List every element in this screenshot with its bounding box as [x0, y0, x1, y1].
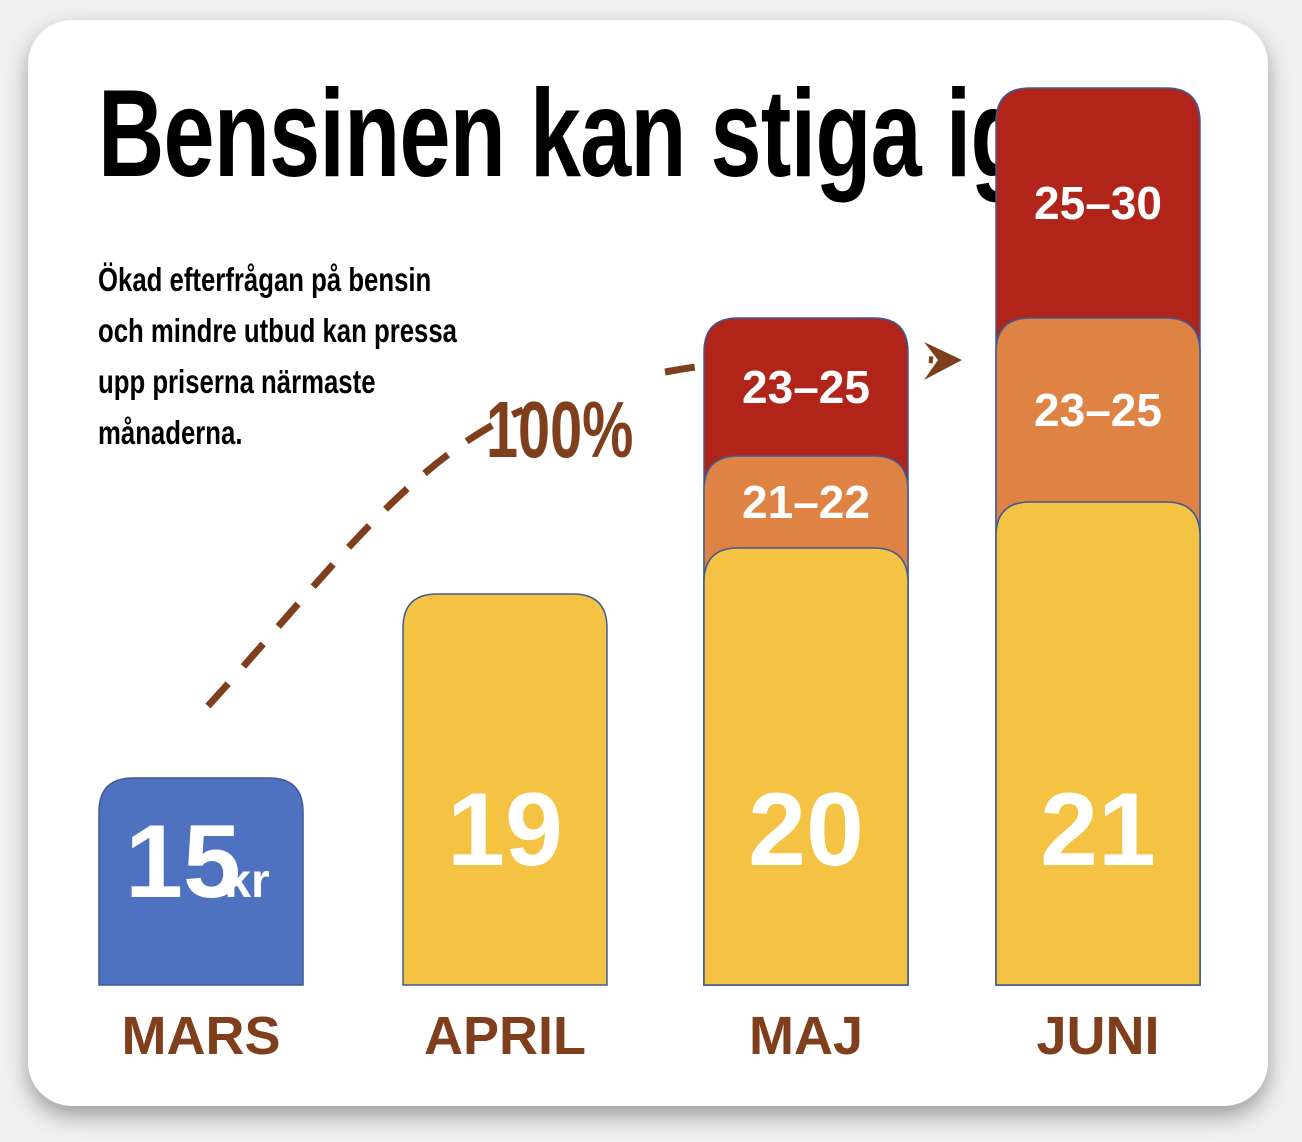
- trend-arrowhead: [924, 342, 962, 380]
- bar-mid-label: 23–25: [1034, 384, 1162, 436]
- bar-value-label: 15: [125, 804, 241, 920]
- unit-label: kr: [224, 855, 269, 908]
- chart-title: Bensinen kan stiga igen: [98, 65, 1132, 203]
- bar-mid-label: 21–22: [742, 476, 870, 528]
- subtitle-line: och mindre utbud kan pressa: [98, 312, 458, 349]
- category-label: APRIL: [424, 1006, 586, 1066]
- bar-value-label: 21: [1040, 772, 1156, 888]
- subtitle-line: månaderna.: [98, 414, 243, 451]
- subtitle-line: upp priserna närmaste: [98, 363, 376, 400]
- bar-value-label: 20: [748, 772, 864, 888]
- chart-card: Bensinen kan stiga igen Ökad efterfrågan…: [28, 20, 1268, 1106]
- increase-annotation: 100%: [486, 385, 634, 474]
- chart-subtitle: Ökad efterfrågan på bensin och mindre ut…: [98, 254, 457, 458]
- category-label: MAJ: [749, 1006, 863, 1066]
- trend-arrow-line-lower: [205, 406, 525, 709]
- bar-value-label: 19: [447, 772, 563, 888]
- bar-high-label: 23–25: [742, 361, 870, 413]
- bar-base: [995, 501, 1201, 986]
- subtitle-line: Ökad efterfrågan på bensin: [98, 261, 432, 298]
- bar-base: [703, 547, 909, 986]
- category-label: MARS: [122, 1006, 281, 1066]
- bar-high-label: 25–30: [1034, 177, 1162, 229]
- bar-base: [98, 777, 304, 986]
- category-label: JUNI: [1036, 1006, 1159, 1066]
- bar-base: [402, 593, 608, 986]
